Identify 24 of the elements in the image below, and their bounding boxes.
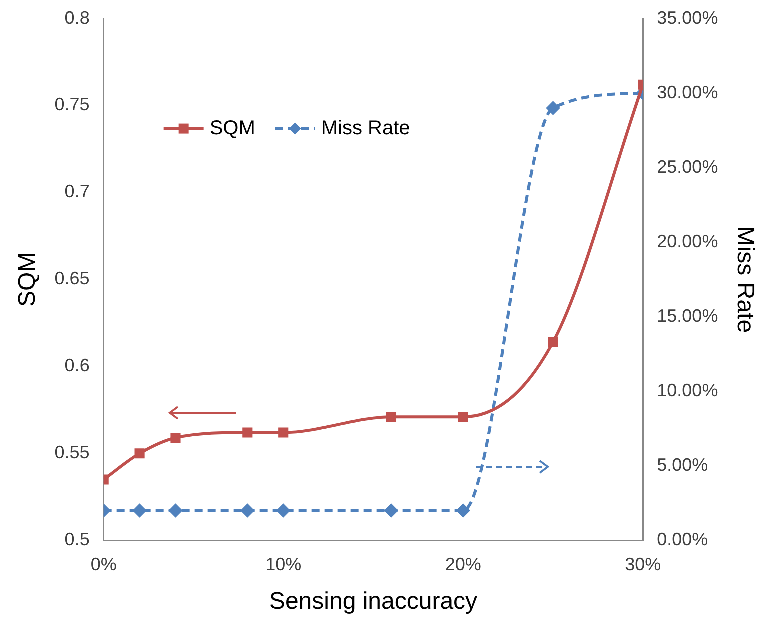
y2-tick-label: 10.00% [657,380,718,400]
y-tick-label: 0.65 [54,268,90,289]
x-tick-label: 10% [266,554,302,574]
x-tick-label: 20% [445,554,482,574]
y-axis-title: SQM [14,252,42,308]
x-axis-title: Sensing inaccuracy [269,588,478,616]
y-tick-label: 0.5 [64,530,90,550]
y-tick-label: 0.6 [64,356,90,376]
x-tick-label: 30% [625,554,662,574]
y2-tick-label: 35.00% [657,8,718,28]
y2-tick-label: 30.00% [657,82,718,102]
y2-tick-label: 0.00% [657,530,708,550]
y2-tick-label: 25.00% [657,156,718,177]
y-tick-label: 0.8 [64,8,90,28]
y-tick-label: 0.55 [54,442,90,463]
y2-tick-label: 20.00% [657,231,718,252]
y-tick-label: 0.75 [54,94,90,115]
y2-tick-label: 15.00% [657,306,718,326]
x-tick-label: 0% [90,554,117,574]
y2-tick-label: 5.00% [657,455,708,476]
legend-label: SQM [210,117,256,140]
legend-label: Miss Rate [321,117,410,140]
y2-axis-title: Miss Rate [732,226,759,334]
y-tick-label: 0.7 [64,182,90,202]
